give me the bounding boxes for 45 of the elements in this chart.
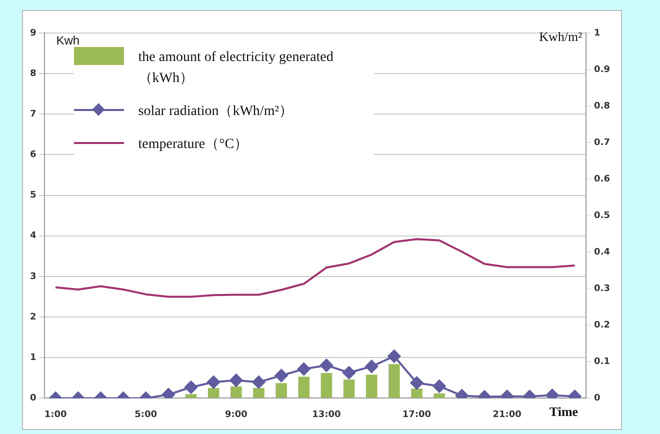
y2-tick-label: 0.5 [594,210,610,221]
y-tick-label: 9 [30,28,36,38]
bar [276,383,287,398]
x-tick-label: 21:00 [492,410,522,420]
y2-tick-label: 0.1 [594,357,610,368]
bar [366,374,378,398]
bar [343,380,355,398]
x-tick-label: 13:00 [312,410,341,420]
x-axis-title: Time [549,404,578,420]
bar [320,373,332,398]
y-tick-label: 4 [30,231,36,242]
y-tick-label: 2 [30,312,36,322]
y-tick-label: 1 [30,352,36,363]
y2-tick-label: 0.3 [594,284,610,294]
bar [434,393,445,398]
legend-label: temperature（°C） [138,136,248,154]
y2-tick-label: 1 [594,28,600,38]
bar [230,386,242,398]
y2-tick-label: 0.6 [594,174,610,184]
x-tick-label: 1:00 [44,410,67,420]
y-tick-label: 5 [30,190,36,201]
y-tick-label: 8 [30,68,36,79]
y-tick-label: 3 [30,272,36,282]
bar [253,388,264,398]
legend-label: the amount of electricity generated（kWh） [138,49,334,88]
y-tick-label: 6 [30,150,36,160]
x-tick-label: 9:00 [224,410,248,420]
y2-tick-label: 0.7 [594,138,610,148]
y2-tick-label: 0.4 [594,247,610,258]
x-tick-label: 17:00 [402,410,432,420]
y2-tick-label: 0 [594,394,600,404]
bar [185,394,197,398]
bar [298,376,310,398]
legend-label: solar radiation（kWh/m²） [138,103,293,121]
y-tick-label: 7 [30,110,36,120]
bar [388,364,400,398]
y-axis-title: Kwh [56,33,80,48]
bar [208,388,220,398]
y2-tick-label: 0.9 [594,64,610,75]
bar [411,388,422,398]
y2-tick-label: 0.2 [594,320,610,331]
y2-axis-title: Kwh/m² [539,28,582,44]
y-tick-label: 0 [30,394,36,404]
x-tick-label: 5:00 [134,410,158,420]
y2-tick-label: 0.8 [594,101,610,112]
